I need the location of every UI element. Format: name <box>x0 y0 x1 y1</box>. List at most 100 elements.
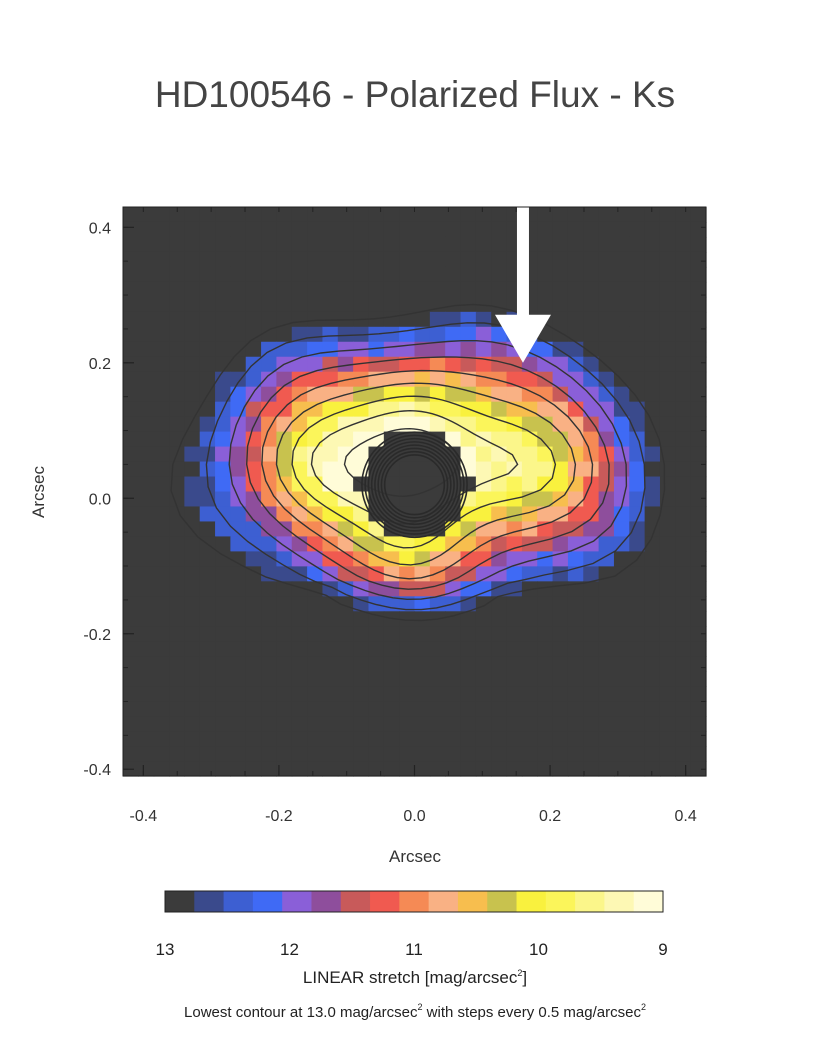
heatmap-cell <box>368 401 385 418</box>
heatmap-cell <box>322 626 339 642</box>
heatmap-cell <box>475 221 492 238</box>
heatmap-cell <box>276 551 293 567</box>
heatmap-cell <box>552 731 569 747</box>
heatmap-cell <box>245 326 262 343</box>
heatmap-cell <box>230 326 247 343</box>
heatmap-cell <box>230 371 247 388</box>
heatmap-cell <box>583 746 600 762</box>
heatmap-cell <box>215 341 231 358</box>
heatmap-cell <box>230 281 247 298</box>
heatmap-cell <box>123 281 139 298</box>
heatmap-cell <box>337 566 354 582</box>
heatmap-cell <box>399 596 416 612</box>
heatmap-cell <box>337 221 354 238</box>
heatmap-cell <box>215 446 231 463</box>
colorbar-swatch <box>194 891 225 912</box>
heatmap-cell <box>567 746 584 762</box>
heatmap-cell <box>322 656 339 672</box>
heatmap-cell <box>230 686 247 702</box>
heatmap-cell <box>460 611 477 627</box>
heatmap-cell <box>506 746 523 762</box>
heatmap-cell <box>552 266 569 283</box>
heatmap-cell <box>337 446 354 463</box>
heatmap-cell <box>613 446 630 463</box>
heatmap-cell <box>583 207 600 223</box>
heatmap-cell <box>521 446 538 463</box>
heatmap-cell <box>675 266 692 283</box>
heatmap-cell <box>598 671 615 687</box>
heatmap-cell <box>138 416 155 433</box>
heatmap-cell <box>383 386 400 403</box>
heatmap-cell <box>261 431 278 448</box>
heatmap-cell <box>399 611 416 627</box>
heatmap-cell <box>475 521 492 538</box>
heatmap-cell <box>583 596 600 612</box>
heatmap-cell <box>138 296 155 313</box>
heatmap-cell <box>153 521 170 538</box>
heatmap-cell <box>552 461 569 478</box>
heatmap-cell <box>537 611 554 627</box>
heatmap-cell <box>199 551 216 567</box>
heatmap-cell <box>690 266 707 283</box>
center-contour <box>370 441 459 529</box>
heatmap-cell <box>659 671 676 687</box>
heatmap-cell <box>353 716 370 732</box>
heatmap-cell <box>567 296 584 313</box>
heatmap-cell <box>123 236 139 253</box>
heatmap-cell <box>690 416 707 433</box>
heatmap-cell <box>368 656 385 672</box>
heatmap-cell <box>215 266 231 283</box>
heatmap-cell <box>613 596 630 612</box>
heatmap-cell <box>690 761 707 777</box>
heatmap-cell <box>537 671 554 687</box>
heatmap-cell <box>537 581 554 597</box>
heatmap-cell <box>598 716 615 732</box>
colorbar-tick-label: 9 <box>658 940 667 959</box>
heatmap-cell <box>491 731 508 747</box>
contour-line <box>291 395 557 549</box>
heatmap-cell <box>261 641 278 657</box>
heatmap-cell <box>215 326 231 343</box>
heatmap-cell <box>460 626 477 642</box>
heatmap-cell <box>399 761 416 777</box>
heatmap-cell <box>184 671 201 687</box>
heatmap-cell <box>199 401 216 418</box>
heatmap-cell <box>353 731 370 747</box>
heatmap-cell <box>521 611 538 627</box>
heatmap-cell <box>629 701 646 717</box>
heatmap-cell <box>675 356 692 373</box>
heatmap-cell <box>184 551 201 567</box>
heatmap-cell <box>460 207 477 223</box>
heatmap-cell <box>675 761 692 777</box>
heatmap-cell <box>215 491 231 508</box>
heatmap-cell <box>383 371 400 388</box>
heatmap-cell <box>460 521 477 538</box>
heatmap-cell <box>169 371 185 388</box>
heatmap-cell <box>322 731 339 747</box>
heatmap-cell <box>613 416 630 433</box>
heatmap-cell <box>199 311 216 328</box>
heatmap-cell <box>184 371 201 388</box>
heatmap-cell <box>414 251 431 268</box>
heatmap-cell <box>276 611 293 627</box>
heatmap-cell <box>644 491 661 508</box>
heatmap-cell <box>245 416 262 433</box>
heatmap-cell <box>613 311 630 328</box>
heatmap-cell <box>245 761 262 777</box>
heatmap-cell <box>322 281 339 298</box>
heatmap-cell <box>629 281 646 298</box>
heatmap-cell <box>245 716 262 732</box>
heatmap-cell <box>337 251 354 268</box>
heatmap-cell <box>199 671 216 687</box>
heatmap-cell <box>460 311 477 328</box>
x-tick-label: -0.4 <box>130 808 158 825</box>
heatmap-cell <box>506 761 523 777</box>
heatmap-cell <box>460 266 477 283</box>
heatmap-cell <box>475 281 492 298</box>
x-tick-label: 0.0 <box>403 808 425 825</box>
heatmap-cell <box>322 221 339 238</box>
heatmap-cell <box>184 581 201 597</box>
heatmap-cell <box>353 281 370 298</box>
heatmap-cell <box>475 596 492 612</box>
heatmap-cell <box>368 641 385 657</box>
